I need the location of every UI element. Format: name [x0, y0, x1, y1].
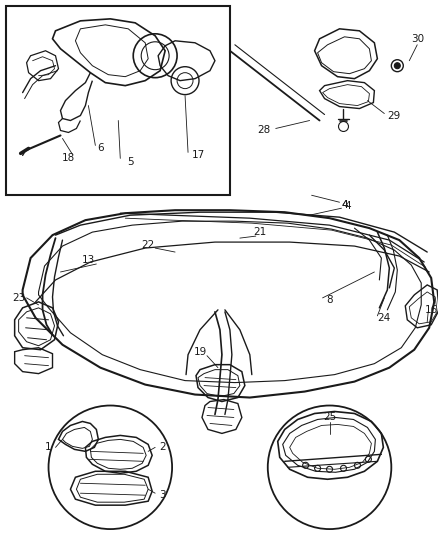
- Text: 24: 24: [377, 313, 390, 323]
- Text: 21: 21: [253, 227, 266, 237]
- Text: 2: 2: [159, 442, 165, 453]
- Text: 4: 4: [340, 200, 347, 210]
- Text: 6: 6: [97, 143, 103, 154]
- Text: 29: 29: [387, 110, 400, 120]
- Bar: [6, 6, 230, 195]
- Text: 1: 1: [45, 442, 52, 453]
- Text: 3: 3: [159, 490, 165, 500]
- Text: 23: 23: [12, 293, 25, 303]
- Text: 25: 25: [322, 413, 336, 423]
- Text: 18: 18: [62, 154, 75, 164]
- Text: 19: 19: [193, 346, 206, 357]
- Text: 30: 30: [410, 34, 423, 44]
- Text: 17: 17: [191, 150, 204, 160]
- Text: 16: 16: [424, 305, 437, 315]
- Circle shape: [393, 63, 399, 69]
- Text: 22: 22: [141, 240, 155, 250]
- Text: 4: 4: [340, 200, 347, 210]
- Text: 8: 8: [325, 295, 332, 305]
- Text: 28: 28: [257, 125, 270, 135]
- Text: 4: 4: [343, 201, 350, 211]
- Text: 13: 13: [81, 255, 95, 265]
- Text: 5: 5: [127, 157, 133, 167]
